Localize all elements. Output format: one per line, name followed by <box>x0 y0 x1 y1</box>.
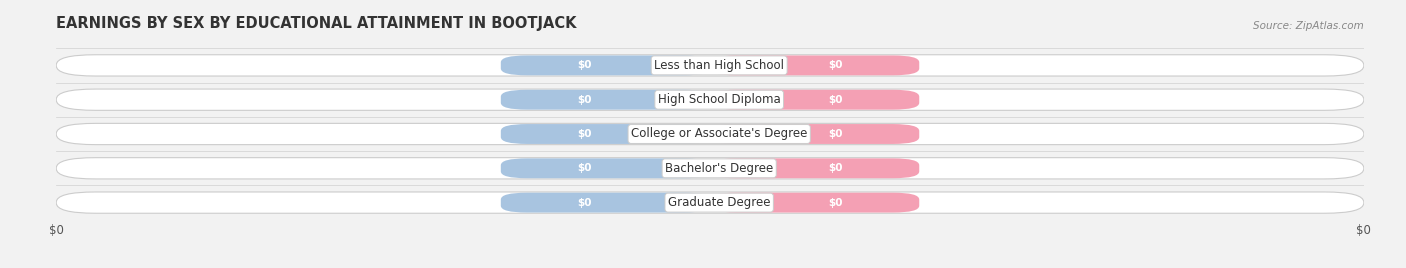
Text: EARNINGS BY SEX BY EDUCATIONAL ATTAINMENT IN BOOTJACK: EARNINGS BY SEX BY EDUCATIONAL ATTAINMEN… <box>56 16 576 31</box>
Text: Source: ZipAtlas.com: Source: ZipAtlas.com <box>1253 21 1364 31</box>
FancyBboxPatch shape <box>710 158 920 178</box>
Text: $0: $0 <box>578 129 592 139</box>
FancyBboxPatch shape <box>501 90 710 110</box>
Text: $0: $0 <box>578 163 592 173</box>
Text: $0: $0 <box>828 163 842 173</box>
FancyBboxPatch shape <box>56 158 1364 179</box>
FancyBboxPatch shape <box>56 89 1364 110</box>
Text: $0: $0 <box>578 198 592 208</box>
Text: $0: $0 <box>828 60 842 70</box>
Text: $0: $0 <box>578 60 592 70</box>
FancyBboxPatch shape <box>501 124 710 144</box>
FancyBboxPatch shape <box>501 158 710 178</box>
Text: Less than High School: Less than High School <box>654 59 785 72</box>
Text: $0: $0 <box>578 95 592 105</box>
FancyBboxPatch shape <box>501 55 710 75</box>
Text: Graduate Degree: Graduate Degree <box>668 196 770 209</box>
FancyBboxPatch shape <box>56 192 1364 213</box>
FancyBboxPatch shape <box>710 55 920 75</box>
Text: $0: $0 <box>828 95 842 105</box>
Text: $0: $0 <box>828 129 842 139</box>
FancyBboxPatch shape <box>56 123 1364 145</box>
FancyBboxPatch shape <box>501 193 710 213</box>
Text: High School Diploma: High School Diploma <box>658 93 780 106</box>
Text: $0: $0 <box>828 198 842 208</box>
FancyBboxPatch shape <box>710 193 920 213</box>
FancyBboxPatch shape <box>710 90 920 110</box>
Text: Bachelor's Degree: Bachelor's Degree <box>665 162 773 175</box>
FancyBboxPatch shape <box>710 124 920 144</box>
Text: College or Associate's Degree: College or Associate's Degree <box>631 128 807 140</box>
FancyBboxPatch shape <box>56 55 1364 76</box>
